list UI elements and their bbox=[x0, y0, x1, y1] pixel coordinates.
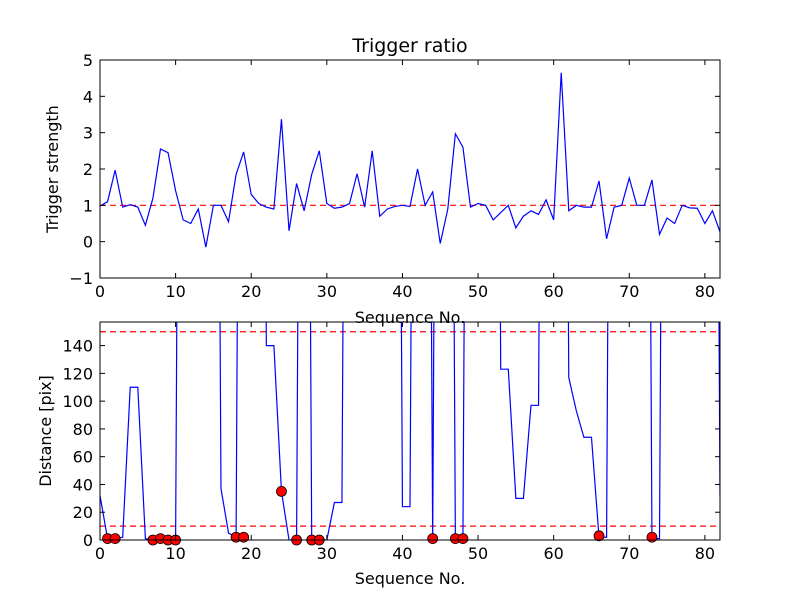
x-tick-label: 70 bbox=[619, 544, 639, 563]
y-tick-label: 0 bbox=[83, 233, 93, 252]
y-tick-label: 3 bbox=[83, 124, 93, 143]
y-tick-label: 5 bbox=[83, 51, 93, 70]
x-tick-label: 60 bbox=[543, 544, 563, 563]
x-tick-label: 40 bbox=[392, 282, 412, 301]
data-point-marker bbox=[593, 530, 605, 542]
x-tick-label: 20 bbox=[241, 544, 261, 563]
plot-area bbox=[100, 322, 720, 540]
x-tick-label: 60 bbox=[543, 282, 563, 301]
x-tick-label: 40 bbox=[392, 544, 412, 563]
chart-title: Trigger ratio bbox=[351, 35, 467, 57]
y-axis-label: Distance [pix] bbox=[36, 375, 55, 487]
y-tick-label: 100 bbox=[62, 392, 93, 411]
data-point-marker bbox=[646, 531, 658, 543]
series-line bbox=[100, 72, 720, 248]
data-point-marker bbox=[238, 531, 250, 543]
axes-frame bbox=[99, 321, 721, 541]
x-tick-label: 50 bbox=[468, 544, 488, 563]
y-tick-label: 2 bbox=[83, 160, 93, 179]
y-axis-label: Trigger strength bbox=[43, 105, 62, 234]
x-tick-label: 80 bbox=[695, 282, 715, 301]
x-tick-label: 30 bbox=[317, 282, 337, 301]
y-tick-label: 20 bbox=[73, 503, 93, 522]
x-tick-label: 70 bbox=[619, 282, 639, 301]
y-tick-label: 120 bbox=[62, 364, 93, 383]
x-tick-label: 50 bbox=[468, 282, 488, 301]
x-tick-label: 20 bbox=[241, 282, 261, 301]
x-tick-label: 80 bbox=[695, 544, 715, 563]
y-tick-label: 60 bbox=[73, 448, 93, 467]
y-tick-label: 40 bbox=[73, 475, 93, 494]
x-tick-label: 0 bbox=[95, 544, 105, 563]
y-tick-label: 140 bbox=[62, 337, 93, 356]
x-axis-label: Sequence No. bbox=[355, 569, 466, 588]
y-tick-label: 1 bbox=[83, 196, 93, 215]
plot-area bbox=[100, 72, 720, 248]
x-tick-label: 10 bbox=[165, 544, 185, 563]
y-tick-label: 0 bbox=[83, 531, 93, 550]
data-point-marker bbox=[276, 486, 287, 497]
data-point-marker bbox=[457, 533, 469, 545]
axes-frame bbox=[99, 59, 721, 279]
y-tick-label: 80 bbox=[73, 420, 93, 439]
y-tick-label: 4 bbox=[83, 87, 93, 106]
y-tick-label: −1 bbox=[69, 269, 93, 288]
x-tick-label: 30 bbox=[317, 544, 337, 563]
x-axis-label: Sequence No. bbox=[355, 308, 466, 327]
x-tick-label: 10 bbox=[165, 282, 185, 301]
distance-chart: 0 10 20 30 40 50 60 70 80 0 20 40 60 80 100 120 140 Seque… bbox=[36, 321, 721, 588]
x-tick-label: 0 bbox=[95, 282, 105, 301]
data-point-marker bbox=[109, 533, 121, 545]
data-point-marker bbox=[427, 533, 439, 545]
series-line bbox=[100, 322, 720, 540]
